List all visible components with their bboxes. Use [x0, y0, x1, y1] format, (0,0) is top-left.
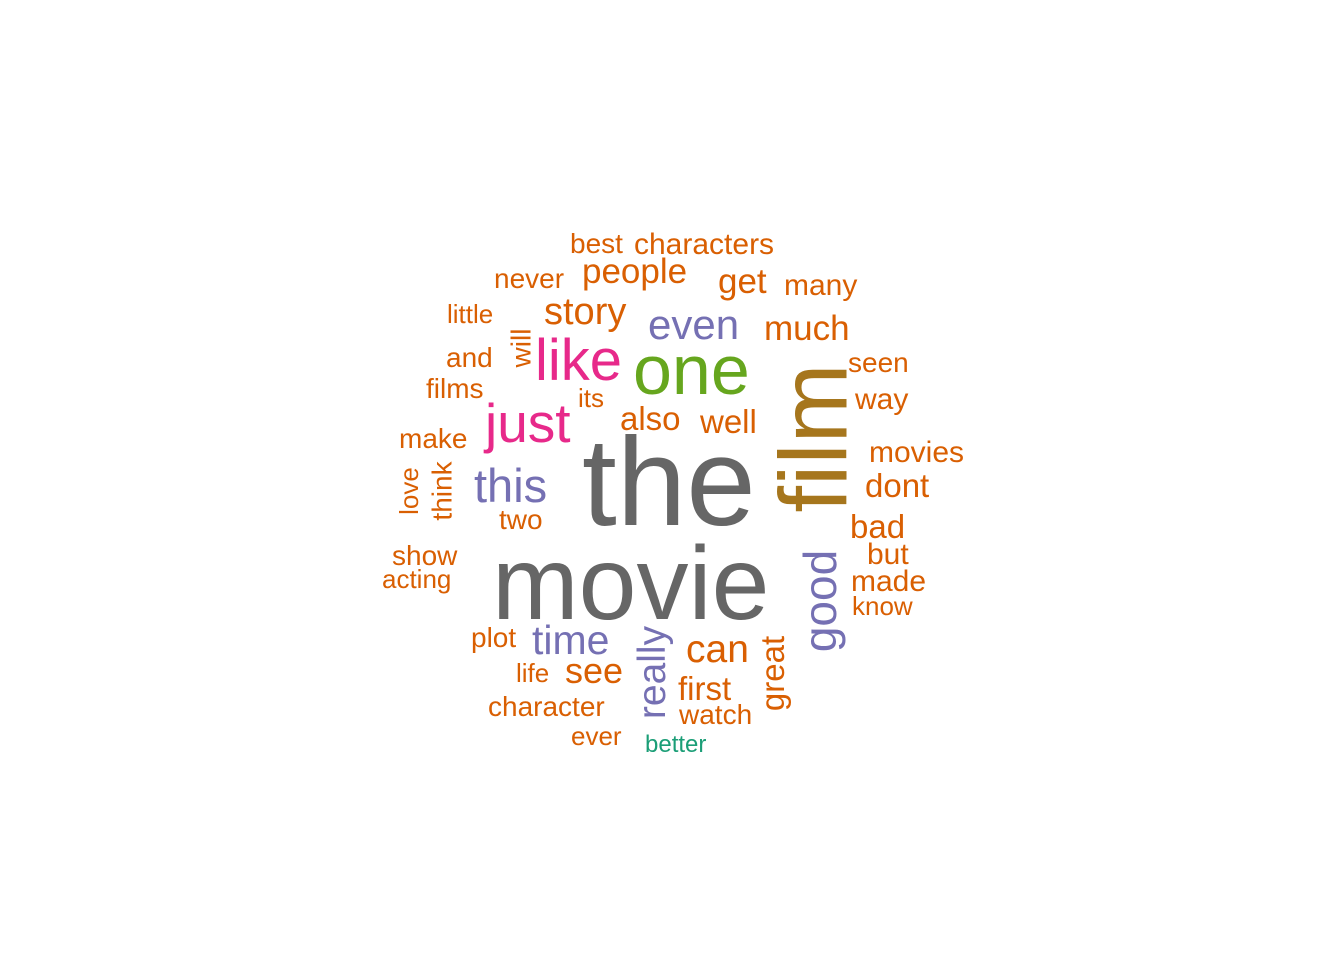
- word-just: just: [485, 392, 571, 454]
- word-way: way: [855, 383, 909, 416]
- word-show: show: [392, 540, 458, 571]
- word-two: two: [499, 504, 543, 535]
- word-characters: characters: [634, 228, 775, 261]
- word-see: see: [565, 650, 624, 691]
- word-and: and: [446, 342, 493, 373]
- word-acting: acting: [382, 564, 452, 594]
- word-character: character: [488, 691, 605, 722]
- word-like: like: [535, 328, 623, 393]
- word-will: will: [505, 328, 537, 368]
- word-bad: bad: [850, 508, 906, 545]
- word-can: can: [686, 628, 749, 671]
- word-think: think: [426, 461, 458, 521]
- word-better: better: [645, 731, 707, 758]
- word-film: film: [760, 363, 868, 513]
- word-never: never: [494, 263, 565, 294]
- word-many: many: [784, 269, 858, 302]
- word-best: best: [570, 228, 623, 259]
- word-good: good: [794, 549, 847, 653]
- word-plot: plot: [471, 622, 517, 653]
- word-really: really: [631, 625, 675, 720]
- word-movies: movies: [869, 436, 965, 469]
- word-dont: dont: [865, 467, 930, 504]
- word-even: even: [648, 301, 740, 348]
- word-get: get: [718, 262, 767, 301]
- word-its: its: [578, 383, 604, 413]
- word-ever: ever: [571, 721, 622, 751]
- word-the: the: [582, 413, 756, 552]
- word-watch: watch: [679, 699, 753, 730]
- word-movie: movie: [492, 526, 770, 642]
- word-well: well: [700, 403, 757, 440]
- word-much: much: [764, 309, 850, 348]
- word-know: know: [852, 591, 913, 621]
- word-people: people: [582, 252, 688, 291]
- word-life: life: [516, 658, 550, 688]
- word-little: little: [447, 299, 494, 329]
- word-love: love: [393, 467, 424, 515]
- word-seen: seen: [848, 347, 909, 378]
- word-but: but: [867, 538, 909, 571]
- word-made: made: [851, 565, 927, 598]
- word-this: this: [474, 459, 548, 512]
- word-great: great: [754, 635, 792, 712]
- word-time: time: [532, 617, 610, 663]
- word-also: also: [620, 400, 681, 437]
- word-first: first: [678, 670, 732, 707]
- word-one: one: [633, 331, 750, 409]
- word-make: make: [399, 423, 468, 454]
- word-films: films: [426, 373, 484, 404]
- word-story: story: [544, 291, 627, 333]
